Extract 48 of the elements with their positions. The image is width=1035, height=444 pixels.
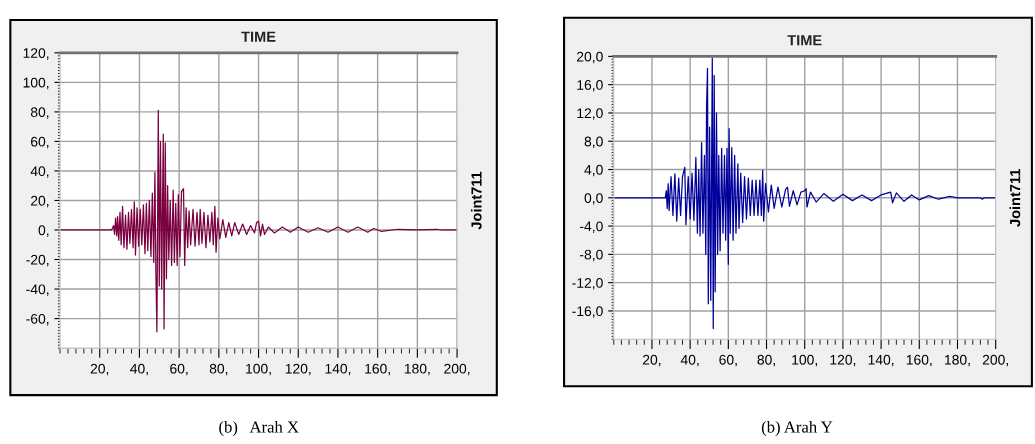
x-tick-label: 160, xyxy=(365,363,390,376)
x-tick-label: 180, xyxy=(404,363,430,376)
y-tick-label: 0, xyxy=(38,225,49,237)
y-tick-label: 20,0 xyxy=(577,51,603,64)
x-tick-label: 140, xyxy=(325,363,351,376)
x-tick-label: 140, xyxy=(868,354,894,367)
x-tick-label: 80, xyxy=(757,354,775,367)
y-tick-label: -20, xyxy=(26,254,49,267)
y-tick-label: 80, xyxy=(30,107,49,119)
y-tick-label: 0,0 xyxy=(584,193,603,205)
x-tick-label: 120, xyxy=(830,354,856,367)
y-tick-label: -4,0 xyxy=(580,221,603,233)
x-tick-label: 100, xyxy=(246,363,271,376)
chart-title: TIME xyxy=(241,31,276,42)
text: (b) Arah X xyxy=(219,420,299,437)
x-tick-label: 60, xyxy=(719,354,737,367)
line-series xyxy=(60,109,458,333)
y-tick-label: 4,0 xyxy=(584,164,603,177)
y-axis-title: Joint711 xyxy=(470,171,482,230)
chart-title: TIME xyxy=(787,35,822,46)
x-tick-label: 40, xyxy=(130,363,148,376)
x-tick-label: 40, xyxy=(680,354,699,367)
x-tick-label: 120, xyxy=(285,363,311,376)
line-series xyxy=(613,57,996,330)
x-tick-label: 60, xyxy=(170,363,188,376)
y-tick-label: -40, xyxy=(26,284,49,296)
y-tick-label: -60, xyxy=(26,313,49,326)
y-tick-label: 8,0 xyxy=(584,136,603,149)
x-tick-label: 160, xyxy=(906,354,932,367)
x-tick-label: 20, xyxy=(90,363,109,376)
y-tick-label: -8,0 xyxy=(580,249,603,262)
y-tick-label: 40, xyxy=(30,166,49,178)
y-tick-label: -12,0 xyxy=(572,277,603,290)
y-tick-label: 20, xyxy=(31,195,49,208)
y-tick-label: 16,0 xyxy=(577,80,603,92)
x-tick-label: 200, xyxy=(982,354,1008,367)
y-tick-label: -16,0 xyxy=(572,306,603,318)
text: (b) Arah Y xyxy=(761,420,833,437)
x-tick-label: 80, xyxy=(209,363,228,376)
y-tick-label: 60, xyxy=(31,136,49,149)
y-tick-label: 12,0 xyxy=(577,108,603,120)
y-tick-label: 120, xyxy=(23,48,49,60)
x-tick-label: 100, xyxy=(792,354,817,367)
y-tick-label: 100, xyxy=(23,77,49,90)
x-tick-label: 20, xyxy=(642,354,661,367)
x-tick-label: 180, xyxy=(945,354,970,367)
y-axis-title: Joint711 xyxy=(1009,169,1021,227)
x-tick-label: 200, xyxy=(444,363,470,376)
